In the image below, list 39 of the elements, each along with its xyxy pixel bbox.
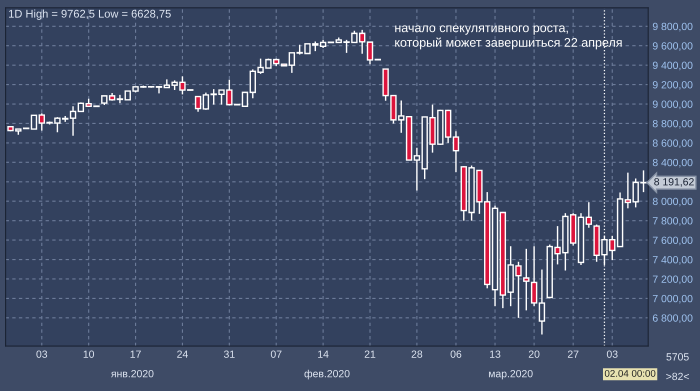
y-tick-label: 7 400,00 — [652, 256, 693, 265]
x-tick-label: 20 — [528, 350, 540, 358]
x-tick-label: 10 — [84, 350, 94, 358]
x-tick-label: 24 — [177, 350, 188, 358]
y-tick-label: 8 000,00 — [652, 198, 693, 206]
text: фев.2020 — [304, 370, 350, 380]
y-tick-label: 9 800,00 — [652, 22, 693, 32]
y-tick-label: 8 800,00 — [652, 120, 693, 129]
x-tick-label: 06 — [450, 350, 462, 358]
y-tick-label: 7 000,00 — [652, 294, 693, 304]
x-tick-label: 03 — [606, 350, 618, 358]
y-tick-label: 9 000,00 — [652, 100, 693, 110]
chart-title: 1D High = 9762,5 Low = 6628,75 — [9, 10, 171, 20]
x-tick-label: 14 — [318, 350, 329, 358]
text: 8 191,62 — [654, 178, 694, 187]
x-tick-label: 31 — [224, 350, 235, 358]
annotation: начало спекулятивного роста, который может завершиться 22 апреля — [395, 25, 622, 50]
y-tick-label: 6 800,00 — [652, 314, 693, 323]
x-tick-label: 17 — [130, 350, 141, 358]
x-tick-label: 07 — [270, 350, 282, 358]
x-tick-label: 21 — [364, 350, 376, 358]
y-tick-label: 9 200,00 — [652, 81, 693, 90]
x-tick-label: 13 — [490, 350, 500, 358]
y-tick-label: 9 400,00 — [652, 62, 693, 70]
y-tick-label: 8 600,00 — [652, 139, 693, 148]
x-tick-label: 28 — [412, 350, 422, 358]
x-tick-label: 03 — [36, 350, 48, 358]
text: янв.2020 — [111, 370, 154, 378]
y-tick-label: 7 800,00 — [652, 217, 693, 226]
y-tick-label: 7 200,00 — [652, 275, 693, 284]
text: >82< — [666, 372, 689, 380]
y-tick-label: 9 600,00 — [652, 42, 693, 51]
candlestick — [523, 248, 530, 312]
text: 02.04 00:00 — [604, 370, 656, 377]
text: 5705 — [666, 353, 689, 361]
y-tick-label: 8 400,00 — [652, 158, 693, 168]
y-tick-label: 7 600,00 — [652, 236, 693, 246]
text: мар.2020 — [488, 370, 533, 380]
x-tick-label: 27 — [568, 350, 578, 358]
